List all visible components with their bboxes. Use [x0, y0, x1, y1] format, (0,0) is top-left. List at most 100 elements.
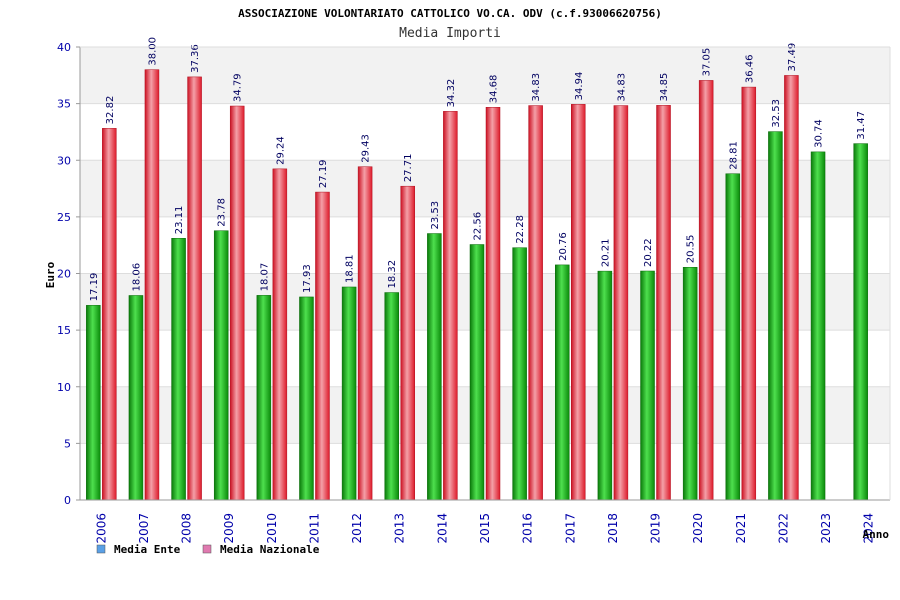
- y-tick-label-15: 15: [57, 324, 71, 337]
- bar-media-ente-2022: [768, 131, 783, 501]
- bar-media-ente-2006: [86, 305, 101, 501]
- value-label-media-nazionale-2018: 34.83: [616, 73, 627, 102]
- value-label-media-ente-2011: 17.93: [302, 264, 313, 293]
- bar-media-nazionale-2011: [315, 191, 330, 501]
- value-label-media-nazionale-2009: 34.79: [233, 73, 244, 102]
- bar-media-nazionale-2013: [400, 185, 415, 501]
- x-tick-label-2020: 2020: [691, 513, 705, 544]
- bar-media-ente-2011: [299, 296, 314, 501]
- bar-media-ente-2015: [469, 244, 485, 501]
- x-tick-label-2009: 2009: [222, 513, 236, 544]
- x-tick-label-2016: 2016: [521, 513, 535, 544]
- bar-media-ente-2018: [597, 270, 613, 501]
- y-axis-label: Euro: [44, 261, 57, 288]
- value-label-media-nazionale-2019: 34.85: [659, 73, 670, 102]
- x-axis-label: Anno: [863, 528, 890, 541]
- x-tick-label-2017: 2017: [563, 513, 577, 544]
- x-tick-label-2012: 2012: [350, 513, 364, 544]
- x-tick-label-2022: 2022: [776, 513, 790, 544]
- chart-title: ASSOCIAZIONE VOLONTARIATO CATTOLICO VO.C…: [238, 7, 662, 20]
- bar-media-ente-2016: [512, 247, 527, 501]
- bar-media-ente-2013: [384, 292, 399, 501]
- y-tick-labels: 0 5 10 15 20 25 30 35 40: [57, 41, 80, 507]
- value-label-media-nazionale-2008: 37.36: [190, 44, 201, 73]
- bar-media-nazionale-2012: [357, 166, 373, 501]
- bar-media-nazionale-2019: [656, 105, 671, 501]
- value-label-media-ente-2013: 18.32: [387, 260, 398, 289]
- x-tick-label-2024: 2024: [862, 513, 876, 544]
- value-label-media-ente-2016: 22.28: [515, 215, 526, 244]
- value-label-media-ente-2017: 20.76: [558, 232, 569, 261]
- value-label-media-ente-2012: 18.81: [345, 254, 356, 283]
- y-tick-label-25: 25: [57, 211, 71, 224]
- y-tick-label-5: 5: [64, 437, 71, 450]
- bar-media-nazionale-2018: [613, 105, 629, 501]
- x-tick-labels: 2006 2007 2008 2009 2010 2011 2012 2013 2014 2015…: [94, 513, 875, 544]
- bar-media-ente-2010: [256, 295, 272, 501]
- bar-media-ente-2007: [128, 295, 144, 501]
- y-tick-label-10: 10: [57, 381, 71, 394]
- value-label-media-nazionale-2021: 36.46: [744, 54, 755, 83]
- y-tick-label-40: 40: [57, 41, 71, 54]
- value-label-media-ente-2022: 32.53: [771, 99, 782, 128]
- legend-label-media-ente: Media Ente: [114, 543, 181, 556]
- legend-swatch-media-nazionale: [202, 544, 212, 554]
- value-label-media-nazionale-2020: 37.05: [702, 48, 713, 77]
- value-label-media-ente-2015: 22.56: [473, 212, 484, 241]
- x-tick-label-2011: 2011: [307, 513, 321, 544]
- x-tick-label-2018: 2018: [606, 513, 620, 544]
- bar-media-nazionale-2007: [144, 69, 160, 501]
- bar-media-ente-2020: [682, 267, 698, 501]
- legend: Media Ente Media Nazionale: [96, 543, 320, 556]
- value-label-media-ente-2010: 18.07: [259, 263, 270, 292]
- x-tick-label-2008: 2008: [180, 513, 194, 544]
- value-label-media-ente-2006: 17.19: [89, 273, 100, 302]
- bar-media-ente-2014: [427, 233, 442, 501]
- x-tick-label-2021: 2021: [734, 513, 748, 544]
- legend-swatch-media-ente: [96, 544, 106, 554]
- value-label-media-nazionale-2017: 34.94: [574, 72, 585, 101]
- value-label-media-nazionale-2006: 32.82: [105, 96, 116, 125]
- value-label-media-nazionale-2015: 34.68: [489, 75, 500, 104]
- bar-media-ente-2009: [213, 230, 229, 501]
- chart-subtitle: Media Importi: [399, 26, 501, 41]
- value-label-media-ente-2019: 20.22: [643, 238, 654, 267]
- y-tick-label-35: 35: [57, 98, 71, 111]
- value-label-media-ente-2008: 23.11: [174, 206, 185, 235]
- value-label-media-nazionale-2016: 34.83: [531, 73, 542, 102]
- value-label-media-nazionale-2011: 27.19: [318, 159, 329, 188]
- bar-media-nazionale-2016: [528, 105, 543, 501]
- bar-media-nazionale-2021: [741, 86, 757, 501]
- x-tick-label-2023: 2023: [819, 513, 833, 544]
- bar-media-ente-2019: [640, 270, 655, 501]
- bar-media-nazionale-2015: [485, 106, 501, 501]
- bar-media-nazionale-2014: [443, 111, 458, 501]
- value-label-media-nazionale-2013: 27.71: [403, 154, 414, 183]
- bar-media-ente-2023: [810, 151, 826, 501]
- bar-media-nazionale-2008: [187, 76, 202, 501]
- value-label-media-nazionale-2014: 34.32: [446, 79, 457, 108]
- value-label-media-ente-2023: 30.74: [814, 119, 825, 148]
- x-tick-label-2014: 2014: [435, 513, 449, 544]
- bar-media-ente-2008: [171, 238, 186, 501]
- y-tick-label-0: 0: [64, 494, 71, 507]
- value-label-media-nazionale-2010: 29.24: [275, 136, 286, 165]
- x-tick-label-2006: 2006: [94, 513, 108, 544]
- value-label-media-ente-2021: 28.81: [728, 141, 739, 170]
- bar-media-ente-2024: [853, 143, 868, 501]
- bar-media-nazionale-2020: [698, 80, 714, 501]
- bar-media-nazionale-2022: [784, 75, 799, 501]
- x-tick-label-2010: 2010: [265, 513, 279, 544]
- value-label-media-ente-2024: 31.47: [856, 111, 867, 140]
- bar-media-nazionale-2009: [229, 105, 245, 501]
- value-labels: 17.19 32.82 18.06 38.00 23.11 37.36 23.78 34.79…: [89, 37, 867, 301]
- value-label-media-nazionale-2012: 29.43: [361, 134, 372, 163]
- x-tick-label-2013: 2013: [393, 513, 407, 544]
- value-label-media-ente-2009: 23.78: [217, 198, 228, 227]
- bar-media-ente-2021: [725, 173, 741, 501]
- value-label-media-nazionale-2007: 38.00: [147, 37, 158, 66]
- x-tick-label-2019: 2019: [649, 513, 663, 544]
- bar-media-nazionale-2006: [102, 128, 117, 501]
- y-tick-label-20: 20: [57, 268, 71, 281]
